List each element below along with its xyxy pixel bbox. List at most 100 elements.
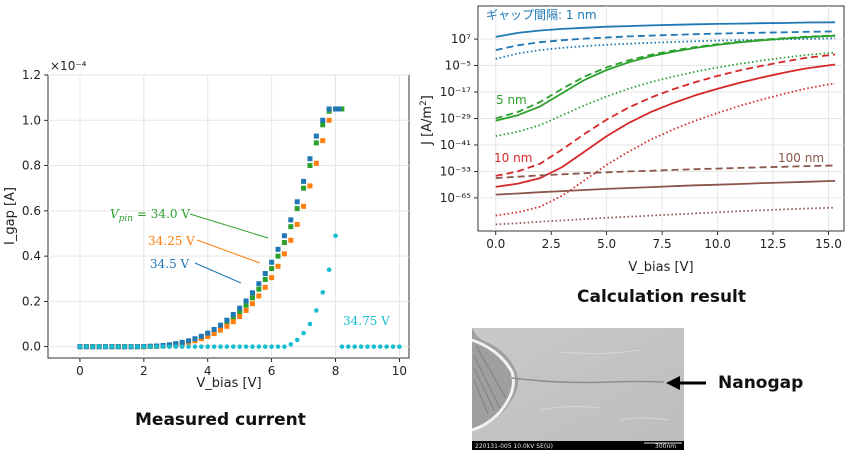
data-point-34-25-V (205, 333, 211, 339)
data-point-34-75-V (358, 344, 364, 349)
data-point-34-5-V (173, 341, 179, 347)
data-point-34-75-V (84, 344, 89, 349)
data-point-34-0-V (256, 286, 262, 292)
data-point-34-5-V (288, 217, 294, 223)
data-point-34-75-V (173, 344, 179, 349)
data-point-34-5-V (307, 156, 313, 162)
data-point-34-5-V (237, 305, 243, 311)
annotation-vpin-34: Vpin = 34.0 V (110, 207, 269, 239)
right-y-tick-label: 10⁻¹⁷ (440, 85, 471, 99)
annotation-label-3425: 34.25 V (148, 234, 195, 248)
data-point-34-5-V (294, 199, 300, 205)
data-point-34-75-V (346, 344, 351, 349)
right-y-tick-label: 10⁷ (451, 32, 471, 46)
data-point-34-5-V (262, 271, 268, 277)
data-point-34-75-V (218, 344, 223, 349)
data-point-34-75-V (199, 344, 204, 349)
data-point-34-0-V (288, 224, 294, 230)
series-line-10nm-dashed (495, 53, 836, 177)
data-point-34-5-V (256, 281, 262, 287)
annotation-leader-34 (189, 213, 269, 239)
data-point-34-5-V (243, 298, 249, 304)
data-point-34-5-V (179, 339, 185, 345)
data-point-34-5-V (313, 133, 319, 139)
data-point-34-75-V (141, 344, 147, 349)
data-point-34-75-V (269, 344, 274, 349)
data-point-34-75-V (211, 344, 217, 349)
data-point-34-25-V (230, 319, 236, 325)
data-point-34-75-V (179, 344, 185, 349)
label-5nm: 5 nm (496, 93, 527, 107)
data-point-34-25-V (224, 323, 230, 329)
data-point-34-25-V (281, 251, 287, 257)
left-x-tick-label: 2 (140, 364, 148, 378)
data-point-34-25-V (307, 183, 313, 189)
data-point-34-75-V (256, 344, 262, 349)
left-x-tick-label: 0 (76, 364, 84, 378)
series-line-5nm-dotted (495, 51, 836, 137)
data-point-34-0-V (307, 163, 313, 169)
annotation-leader-3425 (196, 239, 261, 264)
data-point-34-0-V (237, 309, 243, 315)
data-point-34-0-V (339, 106, 345, 112)
data-point-34-0-V (313, 140, 319, 146)
data-point-34-0-V (320, 122, 326, 128)
sem-scalebar-text: 300nm (655, 443, 676, 450)
data-point-34-0-V (262, 276, 268, 282)
left-plot-area (47, 74, 410, 359)
left-x-axis-label: V_bias [V] (196, 376, 261, 391)
right-x-tick-label: 7.5 (653, 237, 672, 251)
series-line-100nm-solid (495, 180, 836, 196)
left-x-tick-label: 8 (332, 364, 340, 378)
data-point-34-25-V (288, 237, 294, 243)
data-point-34-25-V (275, 263, 281, 269)
series-line-1nm-dashed (495, 30, 836, 51)
data-point-34-75-V (122, 344, 127, 349)
data-point-34-75-V (237, 344, 242, 349)
annotation-vpin-3425: 34.25 V (148, 234, 261, 264)
data-point-34-25-V (243, 307, 249, 313)
data-point-34-0-V (294, 206, 300, 212)
left-data-points (77, 106, 402, 350)
data-point-34-75-V (128, 344, 134, 349)
sem-image: 220131-005 10.0kV SE(U) 300nm (471, 328, 684, 450)
data-point-34-5-V (211, 326, 217, 332)
caption-calculation-result: Calculation result (577, 287, 746, 307)
right-series-lines (495, 21, 836, 226)
caption-measured-current: Measured current (135, 410, 306, 430)
series-line-1nm-solid (495, 21, 836, 38)
data-point-34-75-V (352, 344, 357, 349)
data-point-34-5-V (281, 233, 287, 239)
data-point-34-75-V (205, 344, 211, 349)
data-point-34-0-V (269, 266, 275, 272)
data-point-34-75-V (397, 344, 402, 349)
data-point-34-5-V (275, 246, 281, 252)
data-point-34-5-V (249, 290, 255, 296)
data-point-34-75-V (314, 308, 319, 313)
data-point-34-5-V (198, 333, 204, 339)
sem-electrode-edge (471, 338, 515, 432)
data-point-34-75-V (250, 344, 255, 349)
data-point-34-75-V (167, 344, 172, 349)
measured-current-chart: 0 2 4 6 8 10 0.0 0.2 0.4 0.6 0.8 1.0 1.2 ×10⁻⁴ V_bia… (3, 59, 410, 391)
data-point-34-75-V (384, 344, 389, 349)
data-point-34-25-V (294, 221, 300, 227)
left-ticks: 0 2 4 6 8 10 0.0 0.2 0.4 0.6 0.8 1.0 1.2 (22, 68, 407, 378)
series-line-5nm-dashed (495, 34, 836, 120)
data-point-34-0-V (230, 315, 236, 321)
annotation-label-3475: 34.75 V (343, 314, 390, 328)
data-point-34-75-V (326, 267, 332, 273)
data-point-34-5-V (320, 117, 326, 123)
series-line-10nm-solid (495, 63, 836, 188)
data-point-34-25-V (320, 138, 326, 144)
right-ticks: 0.0 2.5 5.0 7.5 10.0 12.5 15.0 10⁷ 10⁻⁵ 10⁻¹⁷ 10⁻²… (440, 32, 842, 251)
label-100nm: 100 nm (778, 151, 824, 165)
left-y-tick-label: 1.2 (22, 68, 41, 82)
data-point-34-5-V (269, 259, 275, 265)
data-point-34-75-V (301, 330, 306, 336)
data-point-34-5-V (326, 106, 332, 112)
data-point-34-25-V (262, 284, 268, 290)
data-point-34-0-V (275, 253, 281, 259)
sem-footer-text: 220131-005 10.0kV SE(U) (475, 443, 553, 450)
